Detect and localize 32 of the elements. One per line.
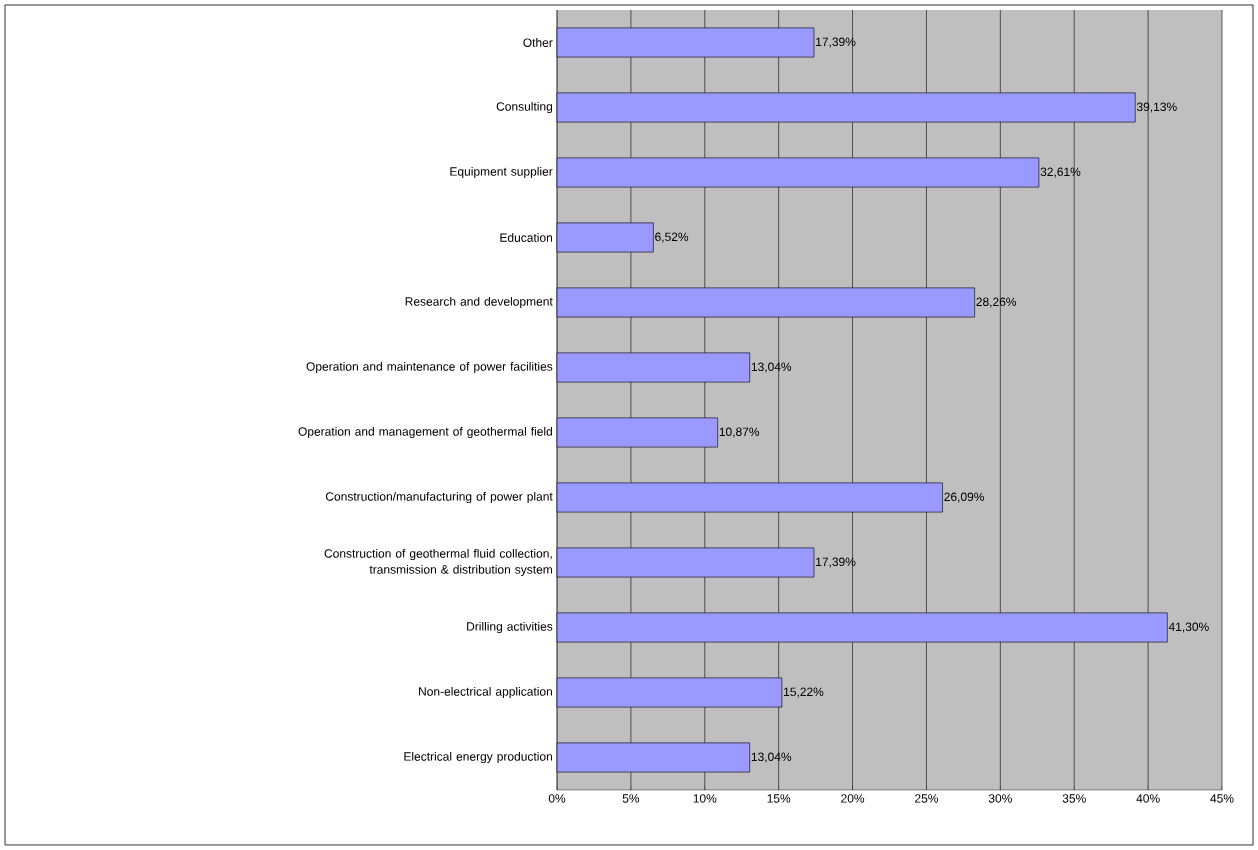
x-tick-label: 35% <box>1062 794 1086 803</box>
data-label: 39,13% <box>1136 102 1177 113</box>
y-tick-label: Other <box>523 38 553 47</box>
y-tick-label: Operation and management of geothermal field <box>298 426 552 439</box>
data-label: 15,22% <box>784 687 824 698</box>
y-tick-label: Drilling activities <box>467 621 553 634</box>
data-label: 6,52% <box>655 232 689 243</box>
x-tick-label: 40% <box>1136 794 1160 803</box>
data-label: 13,04% <box>751 362 792 373</box>
y-tick-label: Education <box>500 233 553 242</box>
x-tick-label: 15% <box>767 794 791 803</box>
y-tick-label: Operation and maintenance of power facilities <box>306 361 553 374</box>
x-tick-label: 30% <box>988 794 1012 803</box>
x-tick-label: 0% <box>548 794 566 803</box>
x-tick-label: 25% <box>915 794 939 803</box>
data-label: 41,30% <box>1168 622 1209 633</box>
y-tick-label: Equipment supplier <box>450 166 553 179</box>
data-label: 32,61% <box>1040 167 1081 178</box>
x-tick-label: 5% <box>622 794 640 803</box>
x-tick-label: 10% <box>693 794 717 803</box>
data-label: 28,26% <box>976 297 1017 308</box>
y-tick-label: Non-electrical application <box>419 686 552 699</box>
x-tick-label: 45% <box>1210 794 1234 803</box>
x-tick-label: 20% <box>841 794 865 803</box>
y-tick-label: Construction of geothermal fluid collection, transmission & distribution system <box>324 548 552 577</box>
y-tick-label: Construction/manufacturing of power plant <box>325 491 553 504</box>
y-tick-label: Consulting <box>496 101 553 114</box>
data-label: 26,09% <box>944 492 985 503</box>
data-label: 13,04% <box>751 752 792 763</box>
y-tick-label: Research and development <box>405 296 553 309</box>
y-tick-label: Electrical energy production <box>404 751 552 764</box>
data-label: 10,87% <box>719 427 760 438</box>
